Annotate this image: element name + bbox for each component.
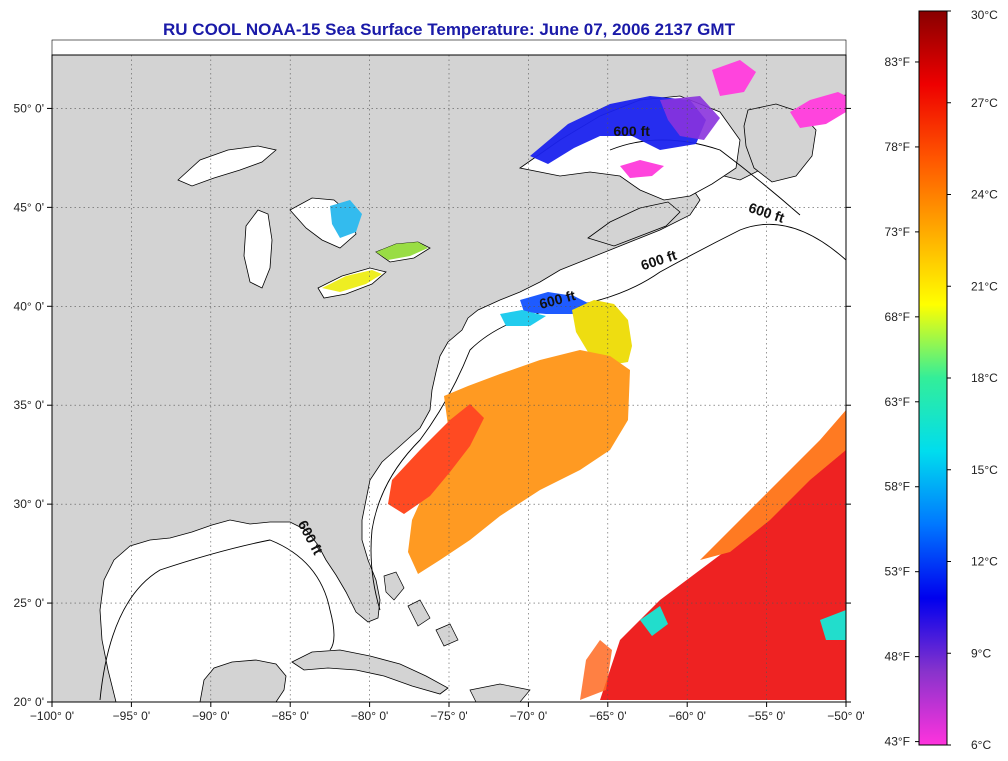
sst-purple-stlawrence	[660, 96, 720, 140]
colorbar-fahrenheit-label: 48°F	[885, 650, 910, 664]
colorbar-celsius-label: 18°C	[971, 371, 998, 385]
sst-tropical-scatter	[580, 640, 612, 700]
lon-tick-label: −60° 0'	[668, 709, 705, 723]
colorbar-celsius-label: 30°C	[971, 8, 998, 22]
sst-shelf-cyan	[500, 310, 546, 326]
lon-tick-label: −85° 0'	[271, 709, 308, 723]
lat-tick-label: 40° 0'	[14, 299, 44, 313]
longitude-axis: −100° 0' −95° 0' −90° 0' −85° 0' −80° 0' −75°…	[30, 702, 865, 723]
lake-superior	[177, 145, 277, 187]
colorbar-fahrenheit-label: 63°F	[885, 395, 910, 409]
colorbar-celsius-labels: 30°C 27°C 24°C 21°C 18°C 15°C 12°C 9°C 6°C	[947, 8, 998, 752]
colorbar-fahrenheit-label: 53°F	[885, 565, 910, 579]
colorbar-celsius-label: 27°C	[971, 96, 998, 110]
land-nova-scotia	[587, 201, 681, 247]
sst-magenta-east	[790, 92, 846, 128]
sst-gulf-maine-blue	[520, 292, 590, 314]
colorbar-fahrenheit-label: 83°F	[885, 55, 910, 69]
latitude-axis: 20° 0' 25° 0' 30° 0' 35° 0' 40° 0' 45° 0' 50° …	[14, 101, 851, 709]
colorbar-fahrenheit-label: 68°F	[885, 310, 910, 324]
lat-tick-label: 35° 0'	[14, 398, 44, 412]
land-bahamas	[383, 571, 459, 647]
lon-tick-label: −100° 0'	[30, 709, 74, 723]
lon-tick-label: −75° 0'	[430, 709, 467, 723]
lat-tick-label: 50° 0'	[14, 101, 44, 115]
sst-lake-ontario	[376, 242, 428, 260]
lon-tick-label: −70° 0'	[510, 709, 547, 723]
lat-tick-label: 30° 0'	[14, 497, 44, 511]
colorbar-fahrenheit-labels: 83°F 78°F 73°F 68°F 63°F 58°F 53°F 48°F 43°F	[885, 55, 919, 749]
lat-tick-label: 25° 0'	[14, 596, 44, 610]
colorbar-celsius-label: 15°C	[971, 463, 998, 477]
map-title: RU COOL NOAA-15 Sea Surface Temperature:…	[163, 20, 735, 39]
lon-tick-label: −95° 0'	[113, 709, 150, 723]
sst-magenta-gulf	[620, 160, 664, 178]
isobath-label: 600 ft	[613, 123, 650, 139]
sst-lake-huron	[330, 200, 362, 238]
colorbar	[918, 10, 948, 746]
colorbar-fahrenheit-label: 73°F	[885, 225, 910, 239]
sst-patches	[322, 60, 846, 700]
lon-tick-label: −90° 0'	[192, 709, 229, 723]
lake-michigan	[243, 209, 273, 289]
colorbar-celsius-label: 6°C	[971, 738, 991, 752]
sst-magenta-newfoundland	[712, 60, 756, 96]
colorbar-fahrenheit-label: 78°F	[885, 140, 910, 154]
lon-tick-label: −80° 0'	[351, 709, 388, 723]
colorbar-celsius-label: 9°C	[971, 646, 991, 660]
colorbar-celsius-label: 24°C	[971, 188, 998, 202]
sst-gulf-stream-red	[388, 404, 484, 514]
colorbar-fahrenheit-label: 43°F	[885, 735, 910, 749]
sst-gulf-stream-orange	[408, 350, 630, 574]
lon-tick-label: −55° 0'	[748, 709, 785, 723]
sst-yellow-band	[572, 300, 632, 366]
lat-tick-label: 20° 0'	[14, 695, 44, 709]
land-hispaniola	[469, 683, 531, 702]
colorbar-celsius-label: 21°C	[971, 279, 998, 293]
graticule	[52, 55, 846, 702]
sst-cold-stlawrence	[530, 96, 706, 164]
sst-lake-erie	[322, 270, 382, 292]
colorbar-fahrenheit-label: 58°F	[885, 480, 910, 494]
land-yucatan	[199, 659, 287, 702]
sst-tropical-cyan	[640, 606, 846, 640]
colorbar-celsius-label: 12°C	[971, 555, 998, 569]
lon-tick-label: −50° 0'	[827, 709, 864, 723]
lat-tick-label: 45° 0'	[14, 200, 44, 214]
land-cuba	[291, 649, 449, 695]
lon-tick-label: −65° 0'	[589, 709, 626, 723]
